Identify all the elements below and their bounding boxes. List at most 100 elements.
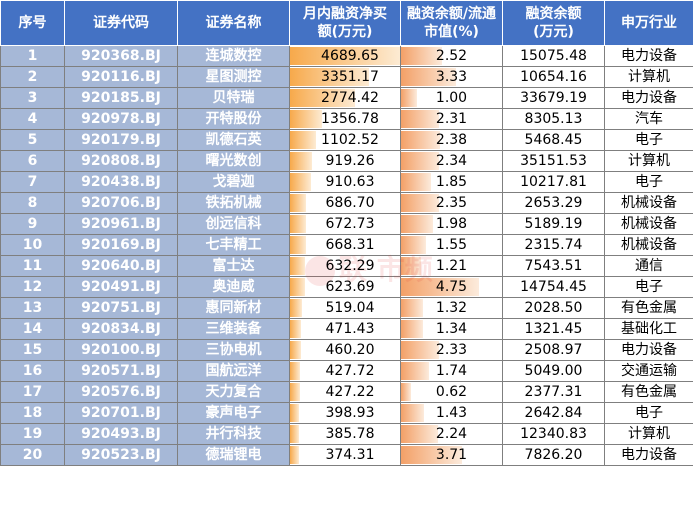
net-buy-data-bar bbox=[290, 278, 305, 296]
security-name: 创远信科 bbox=[177, 213, 290, 235]
net-buy-value: 1356.78 bbox=[321, 111, 379, 127]
net-buy-data-bar bbox=[290, 383, 301, 401]
ratio-value: 1.21 bbox=[435, 258, 468, 274]
industry-value: 电力设备 bbox=[604, 87, 693, 109]
net-buy-value: 471.43 bbox=[325, 321, 375, 337]
ratio-data-bar bbox=[401, 341, 440, 359]
security-code: 920491.BJ bbox=[64, 276, 178, 298]
net-buy-value: 910.63 bbox=[325, 174, 375, 190]
net-buy-value: 672.73 bbox=[325, 216, 375, 232]
row-number: 10 bbox=[0, 234, 65, 256]
row-number: 13 bbox=[0, 297, 65, 319]
header-line: 融资余额 bbox=[525, 6, 582, 22]
security-code: 920701.BJ bbox=[64, 402, 178, 424]
security-name: 曙光数创 bbox=[177, 150, 290, 172]
col-header-balance: 融资余额 (万元) bbox=[502, 0, 605, 46]
security-code: 920640.BJ bbox=[64, 255, 178, 277]
header-line: (万元) bbox=[533, 24, 574, 40]
net-buy-cell: 519.04 bbox=[289, 297, 401, 319]
net-buy-data-bar bbox=[290, 68, 369, 86]
balance-value: 5189.19 bbox=[502, 213, 605, 235]
ratio-value: 2.38 bbox=[435, 132, 468, 148]
ratio-cell: 3.71 bbox=[400, 444, 503, 466]
balance-value: 5049.00 bbox=[502, 360, 605, 382]
net-buy-value: 1102.52 bbox=[321, 132, 379, 148]
ratio-value: 2.35 bbox=[435, 195, 468, 211]
security-code: 920185.BJ bbox=[64, 87, 178, 109]
ratio-value: 2.24 bbox=[435, 426, 468, 442]
header-line: 序号 bbox=[18, 15, 47, 31]
balance-value: 12340.83 bbox=[502, 423, 605, 445]
industry-value: 有色金属 bbox=[604, 297, 693, 319]
industry-value: 有色金属 bbox=[604, 381, 693, 403]
security-name: 天力复合 bbox=[177, 381, 290, 403]
row-number: 14 bbox=[0, 318, 65, 340]
row-number: 6 bbox=[0, 150, 65, 172]
security-code: 920100.BJ bbox=[64, 339, 178, 361]
industry-value: 机械设备 bbox=[604, 234, 693, 256]
net-buy-value: 623.69 bbox=[325, 279, 375, 295]
ratio-cell: 1.34 bbox=[400, 318, 503, 340]
net-buy-data-bar bbox=[290, 341, 301, 359]
net-buy-cell: 668.31 bbox=[289, 234, 401, 256]
col-header-code: 证券代码 bbox=[64, 0, 178, 46]
ratio-cell: 1.43 bbox=[400, 402, 503, 424]
table-row: 15 920100.BJ 三协电机 460.20 2.33 2508.97 电力设备 bbox=[0, 339, 693, 361]
security-code: 920438.BJ bbox=[64, 171, 178, 193]
net-buy-data-bar bbox=[290, 425, 300, 443]
ratio-data-bar bbox=[401, 362, 430, 380]
ratio-cell: 2.24 bbox=[400, 423, 503, 445]
ratio-value: 1.85 bbox=[435, 174, 468, 190]
col-header-name: 证券名称 bbox=[177, 0, 290, 46]
security-name: 奥迪威 bbox=[177, 276, 290, 298]
margin-financing-table: 序号 证券代码 证券名称 月内融资净买 额(万元) 融资余额/流通 市值(%) 融资余额 (万元… bbox=[0, 0, 693, 466]
balance-value: 2508.97 bbox=[502, 339, 605, 361]
industry-value: 计算机 bbox=[604, 66, 693, 88]
row-number: 19 bbox=[0, 423, 65, 445]
col-header-net-buy: 月内融资净买 额(万元) bbox=[289, 0, 401, 46]
balance-value: 2653.29 bbox=[502, 192, 605, 214]
ratio-data-bar bbox=[401, 320, 423, 338]
balance-value: 10654.16 bbox=[502, 66, 605, 88]
row-number: 17 bbox=[0, 381, 65, 403]
ratio-value: 1.34 bbox=[435, 321, 468, 337]
security-code: 920116.BJ bbox=[64, 66, 178, 88]
net-buy-cell: 427.22 bbox=[289, 381, 401, 403]
security-name: 贝特瑞 bbox=[177, 87, 290, 109]
col-header-no: 序号 bbox=[0, 0, 65, 46]
security-name: 开特股份 bbox=[177, 108, 290, 130]
ratio-data-bar bbox=[401, 68, 456, 86]
col-header-industry: 申万行业 bbox=[604, 0, 693, 46]
header-line: 月内融资净买 bbox=[303, 6, 387, 22]
balance-value: 7543.51 bbox=[502, 255, 605, 277]
ratio-cell: 2.31 bbox=[400, 108, 503, 130]
ratio-value: 1.00 bbox=[435, 90, 468, 106]
net-buy-value: 398.93 bbox=[325, 405, 375, 421]
ratio-value: 1.32 bbox=[435, 300, 468, 316]
net-buy-data-bar bbox=[290, 110, 322, 128]
ratio-data-bar bbox=[401, 236, 427, 254]
industry-value: 电子 bbox=[604, 129, 693, 151]
row-number: 11 bbox=[0, 255, 65, 277]
ratio-data-bar bbox=[401, 152, 440, 170]
ratio-value: 1.43 bbox=[435, 405, 468, 421]
net-buy-data-bar bbox=[290, 152, 312, 170]
header-line: 证券名称 bbox=[205, 15, 262, 31]
header-line: 申万行业 bbox=[621, 15, 677, 31]
balance-value: 35151.53 bbox=[502, 150, 605, 172]
security-name: 铁拓机械 bbox=[177, 192, 290, 214]
net-buy-cell: 632.29 bbox=[289, 255, 401, 277]
ratio-data-bar bbox=[401, 131, 440, 149]
row-number: 4 bbox=[0, 108, 65, 130]
net-buy-value: 427.22 bbox=[325, 384, 375, 400]
net-buy-data-bar bbox=[290, 320, 302, 338]
net-buy-data-bar bbox=[290, 299, 303, 317]
industry-value: 计算机 bbox=[604, 423, 693, 445]
security-code: 920571.BJ bbox=[64, 360, 178, 382]
row-number: 1 bbox=[0, 45, 65, 67]
table-row: 14 920834.BJ 三维装备 471.43 1.34 1321.45 基础化工 bbox=[0, 318, 693, 340]
net-buy-value: 686.70 bbox=[325, 195, 375, 211]
header-line: 融资余额/流通 bbox=[406, 6, 497, 22]
row-number: 16 bbox=[0, 360, 65, 382]
row-number: 3 bbox=[0, 87, 65, 109]
